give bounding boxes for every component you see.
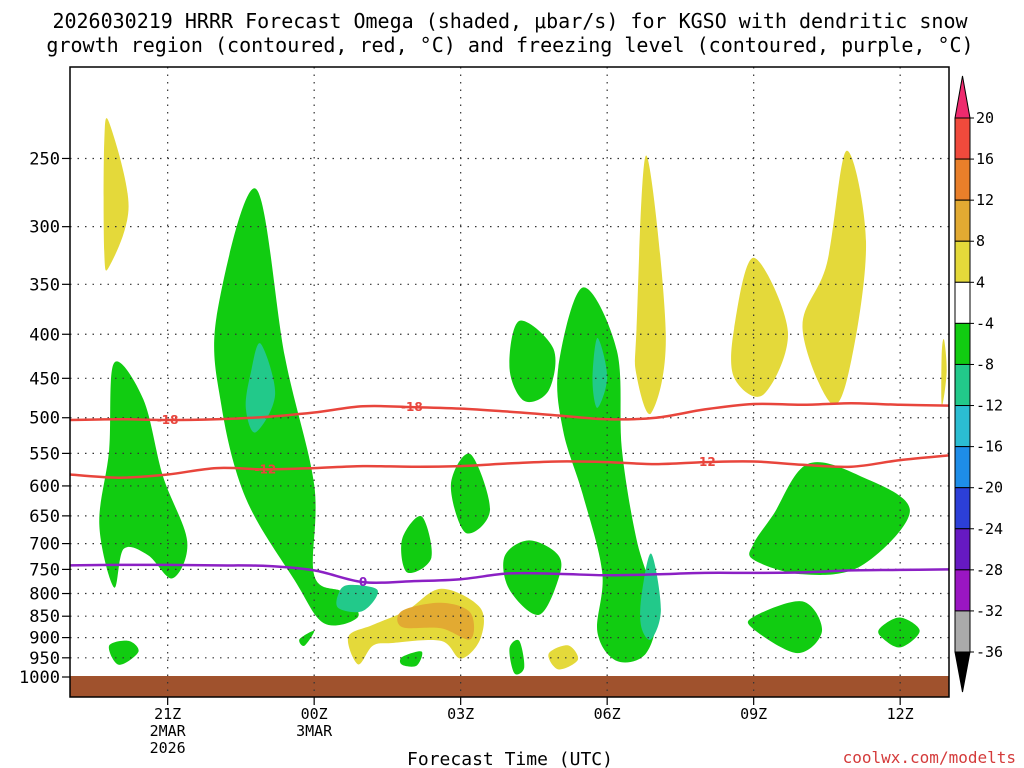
contour-label: -18 (157, 413, 179, 427)
omega-region-6 (397, 602, 475, 640)
colorbar-swatch (954, 610, 971, 653)
omega-region-20 (108, 640, 139, 665)
omega-shading-layer (99, 118, 947, 675)
contour-label: -18 (401, 400, 423, 414)
colorbar-bottom-arrow (954, 651, 971, 693)
x-tick-label: 21Z (154, 705, 181, 723)
omega-region-8 (503, 540, 562, 616)
omega-region-0 (103, 118, 129, 271)
colorbar-label: -4 (976, 314, 994, 332)
omega-region-23 (509, 639, 525, 675)
colorbar-swatch (954, 487, 971, 530)
x-tick-label: 00Z (301, 705, 328, 723)
contour-label: 0 (359, 575, 367, 589)
omega-region-21 (299, 630, 315, 647)
omega-region-22 (399, 651, 423, 667)
colorbar-label: 16 (976, 150, 994, 168)
colorbar-label: -20 (976, 479, 1003, 497)
y-tick-label: 350 (29, 275, 60, 295)
colorbar-label: 4 (976, 273, 985, 291)
gridlines (70, 67, 949, 697)
colorbar-label: -32 (976, 602, 1003, 620)
omega-region-15 (802, 150, 867, 405)
contour-label: -12 (254, 462, 276, 476)
x-axis-label: Forecast Time (UTC) (407, 749, 613, 768)
colorbar-swatch (954, 199, 971, 242)
omega-region-17 (747, 601, 823, 654)
colorbar-label: -16 (976, 438, 1003, 456)
omega-region-3 (245, 343, 276, 433)
y-tick-label: 250 (29, 149, 60, 169)
y-tick-label: 900 (29, 629, 60, 649)
omega-region-14 (731, 257, 789, 397)
colorbar-swatch (954, 363, 971, 407)
omega-region-7 (450, 453, 491, 534)
omega-region-19 (941, 338, 947, 406)
x-tick-label: 06Z (594, 705, 621, 723)
omega-region-11 (592, 337, 608, 408)
colorbar-swatch (954, 117, 971, 160)
colorbar: 20 16 12 8 4 -4 -8 -12 -16 -20 -24 -28 -32 -36 (954, 75, 1003, 693)
y-tick-label: 600 (29, 477, 60, 497)
colorbar-swatch (954, 446, 971, 489)
y-tick-label: 500 (29, 409, 60, 429)
x-tick-label: 03Z (447, 705, 474, 723)
colorbar-label: 20 (976, 109, 994, 127)
x-tick-label: 09Z (740, 705, 767, 723)
omega-region-13 (634, 155, 666, 415)
colorbar-swatch (954, 405, 971, 448)
colorbar-label: -24 (976, 520, 1003, 538)
y-tick-label: 650 (29, 507, 60, 527)
y-tick-label: 550 (29, 444, 60, 464)
omega-region-24 (548, 645, 579, 670)
omega-region-9 (509, 320, 556, 403)
contour-line-2 (69, 563, 950, 585)
omega-region-2 (214, 188, 359, 626)
colorbar-swatch (954, 240, 971, 283)
plot-frame (69, 66, 950, 698)
colorbar-label: -36 (976, 643, 1003, 661)
x-tick-label: 12Z (887, 705, 914, 723)
omega-region-16 (749, 462, 910, 575)
colorbar-swatch (954, 569, 971, 612)
y-tick-label: 400 (29, 325, 60, 345)
colorbar-swatch (954, 322, 971, 365)
y-tick-label: 700 (29, 535, 60, 555)
colorbar-label: 12 (976, 191, 994, 209)
y-axis: 2503003504004505005506006507007508008509… (19, 149, 70, 688)
x-tick-label: 2026 (150, 739, 186, 757)
colorbar-swatch (954, 528, 971, 571)
colorbar-label: -12 (976, 397, 1003, 415)
chart-title-line2: growth region (contoured, red, °C) and f… (46, 33, 973, 57)
y-tick-label: 850 (29, 607, 60, 627)
omega-region-25 (336, 584, 378, 613)
colorbar-label: -8 (976, 355, 994, 373)
omega-region-4 (401, 516, 432, 574)
y-tick-label: 950 (29, 649, 60, 669)
colorbar-top-arrow (954, 75, 971, 119)
y-tick-label: 800 (29, 585, 60, 605)
ground-surface (70, 676, 949, 697)
colorbar-label: -28 (976, 561, 1003, 579)
chart-title-line1: 2026030219 HRRR Forecast Omega (shaded, … (52, 9, 968, 33)
colorbar-swatch (954, 158, 971, 201)
y-tick-label: 1000 (19, 668, 60, 688)
x-tick-label: 3MAR (296, 722, 333, 740)
y-tick-label: 750 (29, 560, 60, 580)
contour-line-0 (69, 401, 950, 422)
y-tick-label: 300 (29, 218, 60, 238)
x-tick-label: 2MAR (150, 722, 187, 740)
contour-line-1 (69, 454, 950, 479)
contour-label: -12 (694, 455, 716, 469)
colorbar-swatch (954, 281, 971, 324)
omega-region-18 (878, 617, 920, 648)
y-tick-label: 450 (29, 369, 60, 389)
omega-region-10 (557, 287, 657, 663)
colorbar-label: 8 (976, 232, 985, 250)
credit-text: coolwx.com/modelts (843, 748, 1016, 767)
contour-layer: -18 -18 -12 -12 0 (69, 400, 950, 589)
